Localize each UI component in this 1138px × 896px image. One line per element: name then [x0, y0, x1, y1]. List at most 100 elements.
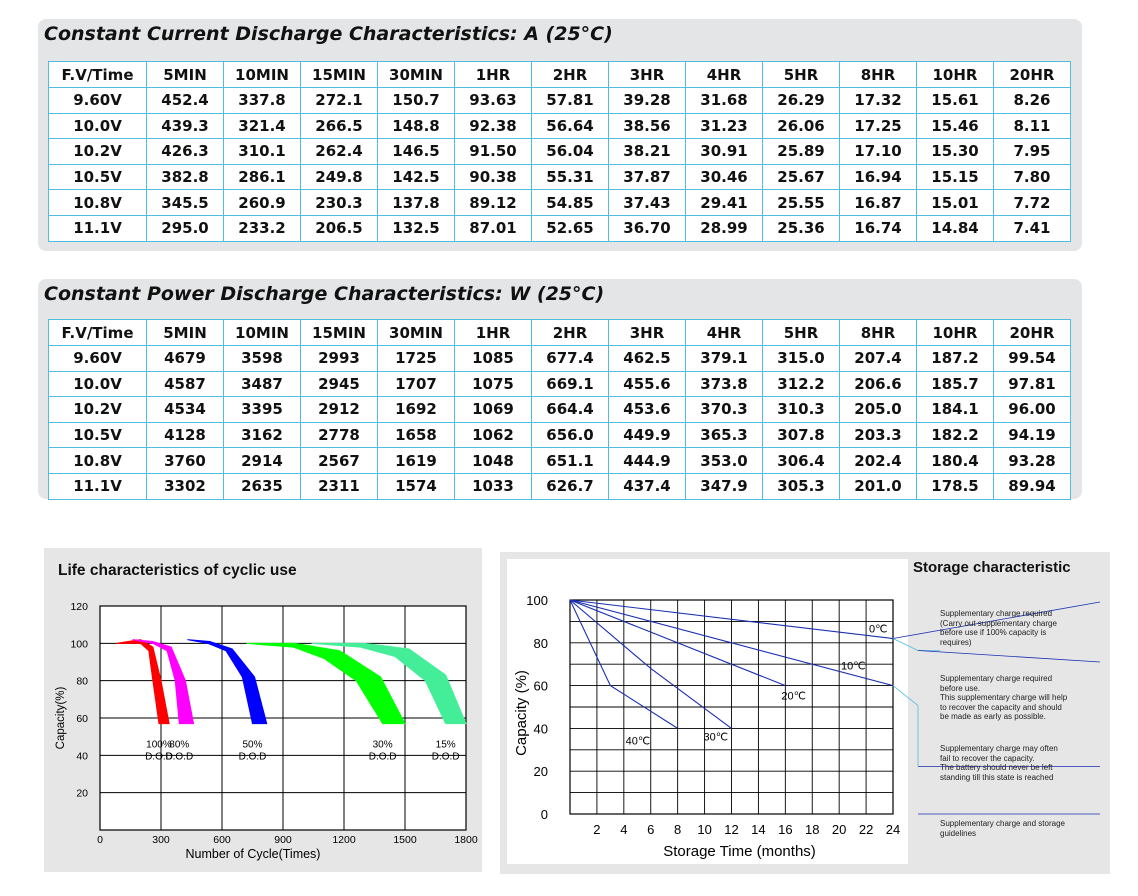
table-cell: 90.38 — [454, 163, 532, 191]
table-cell: 180.4 — [916, 447, 994, 474]
table-cell: 89.94 — [993, 472, 1071, 500]
storage-chart-panel: Storage characteristic 2 4 6 8 10 12 14 16 18 20 2… — [500, 552, 1110, 874]
storage-chart-title: Storage characteristic — [913, 559, 1071, 576]
column-header: 2HR — [531, 319, 609, 346]
table-cell: 437.4 — [608, 472, 686, 500]
table-cell: 3302 — [146, 472, 224, 500]
table-cell: 345.5 — [146, 189, 224, 216]
table-cell: 370.3 — [685, 396, 763, 423]
table-cell: 307.8 — [762, 421, 840, 449]
x-tick-label: 20 — [832, 822, 846, 837]
table-cell: 16.94 — [839, 163, 917, 191]
table-cell: 651.1 — [531, 447, 609, 474]
table-cell: 16.87 — [839, 189, 917, 216]
table-cell: 1033 — [454, 472, 532, 500]
table-cell: 37.87 — [608, 163, 686, 191]
x-tick-label: 22 — [859, 822, 873, 837]
table-cell: 54.85 — [531, 189, 609, 216]
x-tick-label: 12 — [724, 822, 738, 837]
table-cell: 184.1 — [916, 396, 994, 423]
column-header: 1HR — [454, 319, 532, 346]
table-cell: 462.5 — [608, 345, 686, 372]
row-label: 10.0V — [48, 112, 147, 140]
series-band — [116, 639, 170, 725]
table-cell: 2567 — [300, 447, 378, 474]
x-tick-label: 300 — [152, 834, 170, 846]
note-divider — [917, 650, 1101, 663]
table-cell: 93.28 — [993, 447, 1071, 474]
table-cell: 207.4 — [839, 345, 917, 372]
table-cell: 29.41 — [685, 189, 763, 216]
column-header: 10HR — [916, 61, 994, 88]
table-cell: 249.8 — [300, 163, 378, 191]
table-cell: 206.6 — [839, 370, 917, 398]
table-cell: 266.5 — [300, 112, 378, 140]
table-cell: 38.21 — [608, 138, 686, 165]
y-tick-label: 100 — [70, 638, 88, 650]
table-cell: 677.4 — [531, 345, 609, 372]
table-cell: 57.81 — [531, 87, 609, 114]
series-label-dod: D.O.D — [239, 752, 267, 763]
row-label: 9.60V — [48, 345, 147, 372]
table-cell: 28.99 — [685, 214, 763, 242]
storage-chart: 2 4 6 8 10 12 14 16 18 20 22 240204060801000℃10℃20℃… — [513, 593, 1101, 860]
table-cell: 97.81 — [993, 370, 1071, 398]
table-cell: 7.41 — [993, 214, 1071, 242]
series-label-pct: 80% — [169, 740, 189, 751]
table-cell: 337.8 — [223, 87, 301, 114]
table-cell: 1725 — [377, 345, 455, 372]
table-cell: 656.0 — [531, 421, 609, 449]
series-band — [132, 639, 195, 725]
table-cell: 17.32 — [839, 87, 917, 114]
x-tick-label: 600 — [213, 834, 231, 846]
table-row: 10.0V 4587 3487 2945 1707 1075 669.1 455.6 373.8… — [48, 370, 1071, 398]
table-cell: 99.54 — [993, 345, 1071, 372]
table-cell: 182.2 — [916, 421, 994, 449]
column-header: 10MIN — [223, 61, 301, 88]
table-cell: 31.68 — [685, 87, 763, 114]
table-cell: 142.5 — [377, 163, 455, 191]
table-cell: 1619 — [377, 447, 455, 474]
table-cell: 3760 — [146, 447, 224, 474]
table-cell: 1692 — [377, 396, 455, 423]
table-cell: 382.8 — [146, 163, 224, 191]
current-table-title: Constant Current Discharge Characteristi… — [44, 23, 613, 45]
row-label: 10.2V — [48, 138, 147, 165]
table-cell: 7.72 — [993, 189, 1071, 216]
table-cell: 1658 — [377, 421, 455, 449]
table-cell: 321.4 — [223, 112, 301, 140]
column-header: 5MIN — [146, 61, 224, 88]
table-cell: 379.1 — [685, 345, 763, 372]
table-cell: 148.8 — [377, 112, 455, 140]
table-header-row: F.V/Time 5MIN 10MIN 15MIN 30MIN 1HR 2HR 3HR 4HR 5… — [48, 61, 1071, 88]
column-header: 20HR — [993, 61, 1071, 88]
table-cell: 426.3 — [146, 138, 224, 165]
table-cell: 15.15 — [916, 163, 994, 191]
table-cell: 2635 — [223, 472, 301, 500]
y-tick-label: 0 — [541, 807, 548, 822]
table-cell: 1085 — [454, 345, 532, 372]
series-line — [569, 599, 678, 729]
power-discharge-table: F.V/Time 5MIN 10MIN 15MIN 30MIN 1HR 2HR 3HR 4HR 5… — [48, 319, 1071, 500]
x-tick-label: 2 — [593, 822, 600, 837]
table-cell: 312.2 — [762, 370, 840, 398]
series-label: 30℃ — [704, 731, 729, 743]
y-tick-label: 80 — [534, 636, 548, 651]
series-label: 0℃ — [869, 624, 887, 636]
table-cell: 55.31 — [531, 163, 609, 191]
storage-note-4: Supplementary charge and storage guideli… — [940, 819, 1065, 838]
series-line — [569, 599, 732, 729]
row-label: 10.5V — [48, 421, 147, 449]
table-cell: 39.28 — [608, 87, 686, 114]
table-cell: 310.3 — [762, 396, 840, 423]
table-row: 10.2V 4534 3395 2912 1692 1069 664.4 453.6 370.3… — [48, 396, 1071, 423]
column-header: 5MIN — [146, 319, 224, 346]
series-line — [569, 599, 894, 640]
column-header: 5HR — [762, 319, 840, 346]
table-cell: 93.63 — [454, 87, 532, 114]
y-tick-label: 20 — [534, 764, 548, 779]
table-cell: 353.0 — [685, 447, 763, 474]
callout-line — [892, 685, 919, 706]
table-cell: 310.1 — [223, 138, 301, 165]
table-header-row: F.V/Time 5MIN 10MIN 15MIN 30MIN 1HR 2HR 3HR 4HR 5… — [48, 319, 1071, 346]
